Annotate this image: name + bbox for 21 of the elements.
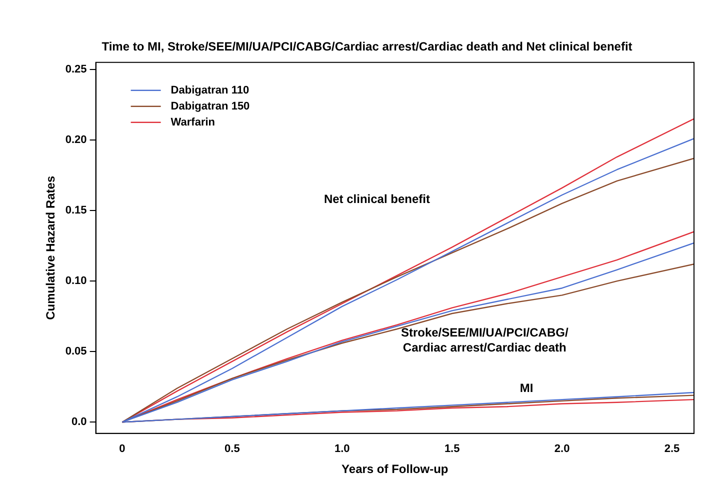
annotation: MI <box>520 381 534 396</box>
y-tick-label: 0.10 <box>65 275 87 288</box>
x-tick-label: 1.0 <box>334 443 350 456</box>
annotation: Net clinical benefit <box>324 192 430 206</box>
y-tick-label: 0.05 <box>65 346 87 358</box>
legend-label: Dabigatran 150 <box>170 100 250 112</box>
y-tick-label: 0.20 <box>65 134 87 146</box>
annotation: Stroke/SEE/MI/UA/PCI/CABG/ Cardiac arrest/Cardiac death <box>400 325 569 354</box>
legend-label: Warfarin <box>170 116 216 128</box>
x-tick-label: 0.5 <box>224 443 240 456</box>
legend-label: Dabigatran 110 <box>170 84 250 96</box>
x-tick-label: 2.5 <box>664 443 680 456</box>
y-tick-label: 0.0 <box>72 416 87 428</box>
y-tick-label: 0.25 <box>65 63 87 76</box>
y-tick-label: 0.15 <box>65 204 87 217</box>
x-axis-title: Years of Follow-up <box>342 462 448 476</box>
x-tick-label: 0 <box>119 443 126 456</box>
x-tick-label: 1.5 <box>444 443 460 456</box>
y-axis-title: Cumulative Hazard Rates <box>44 176 58 320</box>
x-tick-label: 2.0 <box>554 443 570 456</box>
chart-title: Time to MI, Stroke/SEE/MI/UA/PCI/CABG/Cardiac arrest/Cardiac death and Net clinical benefit <box>102 40 632 54</box>
